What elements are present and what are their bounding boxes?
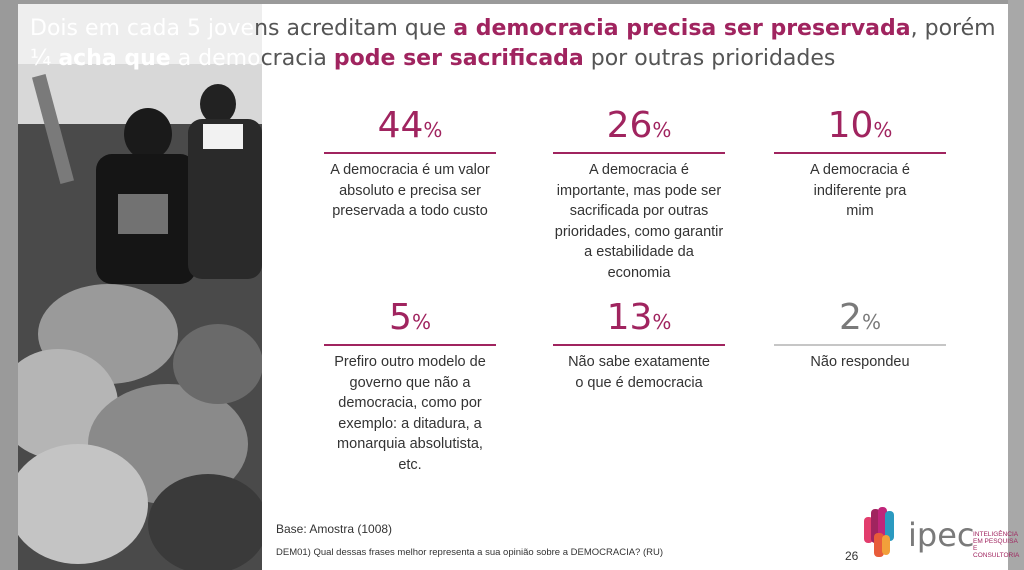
title-part-on-photo: ¼ — [30, 46, 59, 71]
stat-unit: % — [652, 118, 672, 142]
stat-divider — [774, 152, 946, 154]
stat-number: 13 — [606, 297, 653, 338]
title-part-on-photo: Dois em cada 5 jove — [30, 16, 255, 41]
stat-divider — [324, 152, 496, 154]
title-emphasis-acha-que: acha que — [58, 46, 171, 71]
title-part: ns acreditam que — [254, 16, 454, 41]
stat-value: 10% — [774, 106, 946, 150]
stat-card-26: 26% A democracia é importante, mas pode … — [553, 106, 725, 283]
stat-divider — [553, 152, 725, 154]
stat-card-5: 5% Prefiro outro modelo de governo que n… — [324, 298, 496, 475]
stat-unit: % — [861, 310, 881, 334]
logo-tagline-line: INTELIGÊNCIA — [973, 531, 1019, 538]
stat-divider — [553, 344, 725, 346]
stat-card-44: 44% A democracia é um valor absoluto e p… — [324, 106, 496, 222]
logo-tagline-line: EM PESQUISA — [973, 538, 1018, 545]
slide-title: Dois em cada 5 jovens acreditam que a de… — [30, 14, 1005, 74]
stat-divider — [324, 344, 496, 346]
stat-unit: % — [423, 118, 443, 142]
stat-card-2: 2% Não respondeu — [774, 298, 946, 373]
title-emphasis-sacrificada: pode ser sacrificada — [333, 46, 584, 71]
stat-number: 2 — [839, 297, 862, 338]
frame-left — [0, 0, 18, 570]
stat-value: 5% — [324, 298, 496, 342]
stat-value: 26% — [553, 106, 725, 150]
logo-tagline: INTELIGÊNCIA EM PESQUISA E CONSULTORIA — [973, 531, 1024, 559]
stat-number: 44 — [377, 105, 424, 146]
title-part: , porém — [910, 16, 996, 41]
stat-card-10: 10% A democracia é indiferente pra mim — [774, 106, 946, 222]
sample-base: Base: Amostra (1008) — [276, 522, 393, 536]
stat-description: Prefiro outro modelo de governo que não … — [334, 354, 486, 473]
stat-unit: % — [873, 118, 893, 142]
title-part: por outras prioridades — [583, 46, 836, 71]
stat-number: 10 — [827, 105, 874, 146]
stat-description: A democracia é um valor absoluto e preci… — [330, 162, 490, 219]
stat-description: Não sabe exatamente o que é democracia — [568, 354, 710, 391]
title-part: cracia — [260, 46, 334, 71]
title-emphasis-preservada: a democracia precisa ser preservada — [453, 16, 911, 41]
stat-description: A democracia é indiferente pra mim — [810, 162, 910, 219]
stat-unit: % — [411, 310, 431, 334]
stat-number: 26 — [606, 105, 653, 146]
frame-top — [0, 0, 1024, 4]
logo-wordmark: ipec — [908, 516, 975, 554]
stat-value: 13% — [553, 298, 725, 342]
stat-description: Não respondeu — [810, 354, 910, 370]
survey-question: DEM01) Qual dessas frases melhor represe… — [276, 547, 664, 558]
page-number: 26 — [845, 549, 859, 563]
logo-mark-icon — [864, 507, 894, 557]
stat-divider — [774, 344, 946, 346]
stat-description: A democracia é importante, mas pode ser … — [554, 162, 724, 281]
stat-card-13: 13% Não sabe exatamente o que é democrac… — [553, 298, 725, 393]
protest-photo — [18, 4, 262, 570]
stat-unit: % — [652, 310, 672, 334]
logo-tagline-line: E CONSULTORIA — [973, 545, 1020, 559]
ipec-logo — [862, 505, 1007, 560]
stat-value: 44% — [324, 106, 496, 150]
stat-number: 5 — [389, 297, 412, 338]
frame-right — [1008, 0, 1024, 570]
stat-value: 2% — [774, 298, 946, 342]
title-part-on-photo: a demo — [170, 46, 261, 71]
